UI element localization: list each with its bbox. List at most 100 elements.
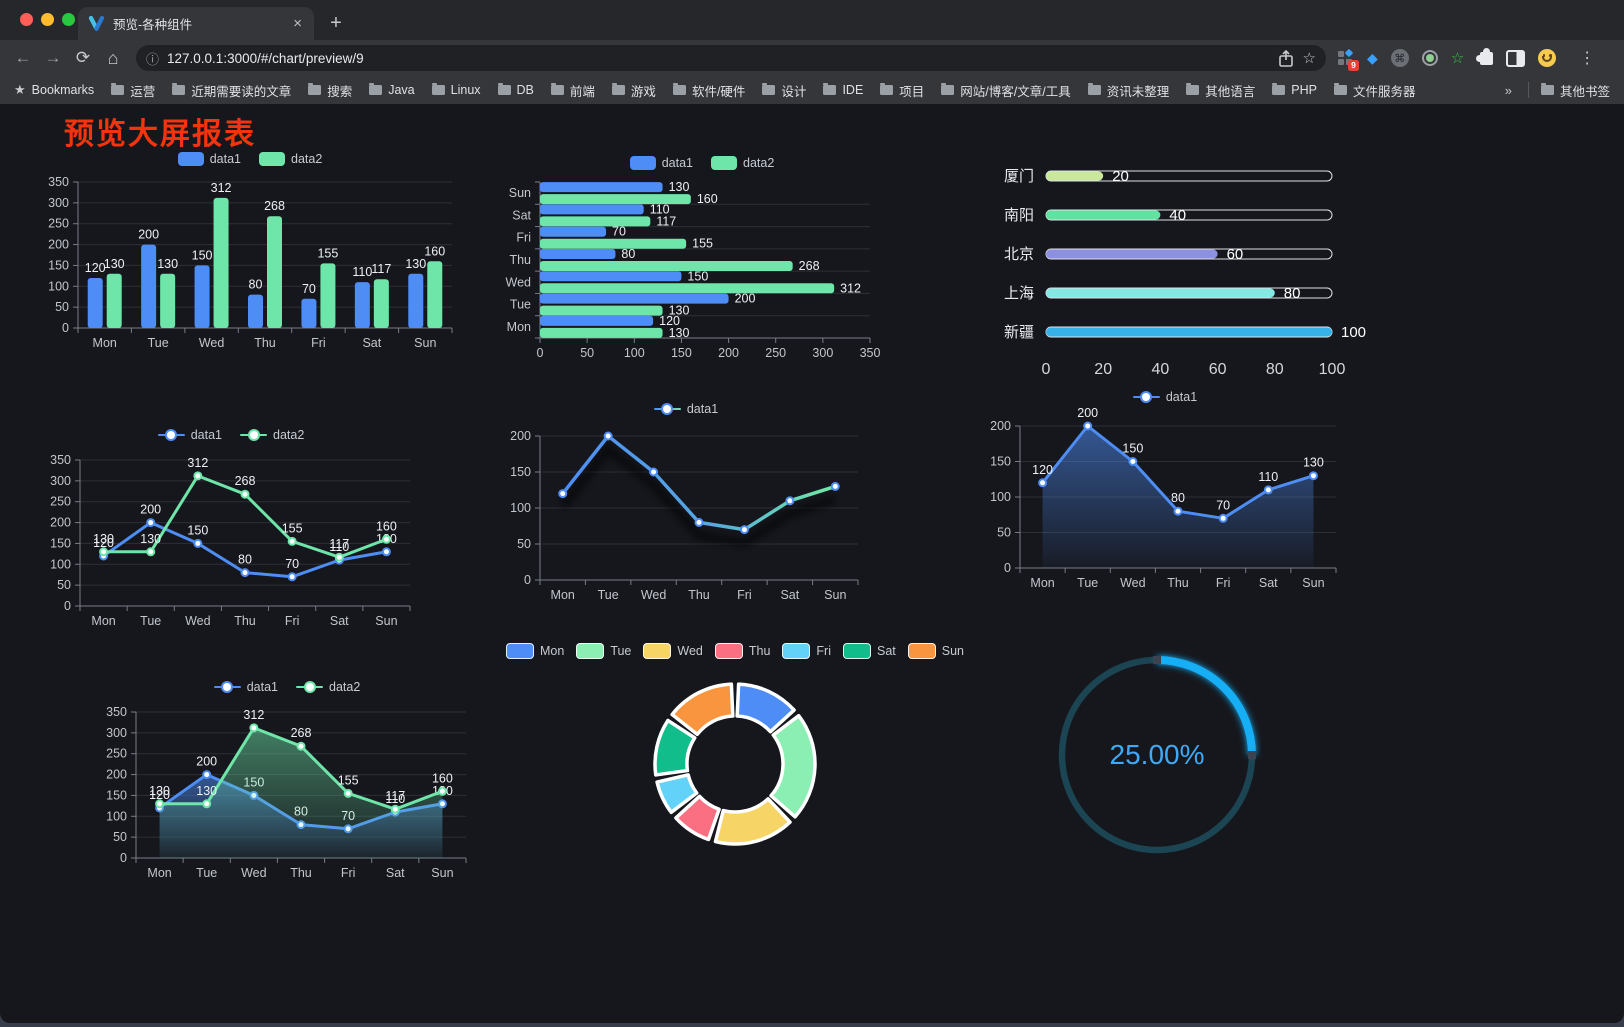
data-point[interactable] — [1173, 506, 1183, 516]
maximize-window-button[interactable] — [62, 13, 75, 26]
bookmark-item[interactable]: IDE — [823, 82, 863, 97]
command-extension-icon[interactable]: ⌘ — [1390, 49, 1409, 67]
data-point[interactable] — [296, 741, 306, 751]
reload-icon[interactable]: ⟳ — [75, 48, 91, 67]
donut-chart-canvas[interactable] — [550, 662, 920, 864]
pie-sector-mon[interactable] — [735, 682, 796, 734]
bar[interactable] — [540, 226, 606, 237]
pie-sector-wed[interactable] — [713, 797, 792, 846]
bar-chart-canvas[interactable]: 0 50 100 150 200 250 300 350 Mon Tue Wed Thu Fri Sat S… — [40, 170, 460, 362]
legend-item-data2[interactable]: data2 — [240, 428, 304, 442]
data-point[interactable] — [649, 467, 659, 477]
chart-progress-gauge[interactable]: 25.00% — [1052, 648, 1262, 860]
browser-menu-icon[interactable]: ⋮ — [1579, 50, 1596, 67]
bar[interactable] — [540, 216, 651, 227]
legend-item-mon[interactable]: Mon — [505, 643, 564, 659]
bookmark-item[interactable]: 运营 — [111, 81, 155, 100]
data-point[interactable] — [249, 723, 259, 733]
bar[interactable] — [141, 244, 157, 328]
chart-donut[interactable]: Mon Tue Wed Thu Fri Sat Sun — [505, 640, 964, 870]
data-point[interactable] — [1038, 478, 1048, 488]
data-point[interactable] — [146, 547, 156, 557]
bar[interactable] — [213, 197, 229, 328]
legend-item-wed[interactable]: Wed — [643, 643, 703, 659]
chart-line-two-series[interactable]: data1 data2 0 50 100 150 200 250 300 350 Mon Tue We… — [42, 424, 420, 638]
data-point[interactable] — [287, 536, 297, 546]
legend-item-thu[interactable]: Thu — [714, 643, 770, 659]
data-point[interactable] — [99, 547, 109, 557]
bookmark-item[interactable]: Linux — [431, 82, 481, 97]
data-point[interactable] — [694, 517, 704, 527]
chart-bar-vertical[interactable]: data1 data2 0 50 100 150 200 250 300 350 Mon Tue We… — [40, 148, 460, 362]
data-point[interactable] — [202, 770, 212, 780]
data-point[interactable] — [1308, 471, 1318, 481]
bar[interactable] — [354, 282, 370, 328]
data-point[interactable] — [381, 534, 391, 544]
bookmarks-overflow-icon[interactable]: » — [1504, 82, 1512, 98]
bar[interactable] — [87, 277, 103, 328]
extensions-puzzle-icon[interactable] — [1476, 47, 1494, 65]
legend-item-data1[interactable]: data1 — [1132, 390, 1197, 404]
bookmark-item[interactable]: 设计 — [762, 81, 806, 100]
bar[interactable] — [320, 263, 336, 328]
chart-bar-horizontal[interactable]: data1 data2 0 50 100 150 200 250 300 350 Mon 120 13… — [498, 152, 906, 366]
address-bar[interactable]: ⓘ 127.0.0.1:3000/#/chart/preview/9 ☆ — [136, 45, 1326, 71]
bookmark-item[interactable]: Java — [369, 82, 415, 97]
data-point[interactable] — [390, 804, 400, 814]
bar[interactable] — [106, 273, 122, 328]
pie-sector-sun[interactable] — [670, 682, 735, 737]
tab-manager-extension-icon[interactable]: 9 — [1338, 48, 1359, 71]
bookmark-item[interactable]: PHP — [1272, 82, 1317, 97]
green-star-extension-icon[interactable]: ☆ — [1450, 50, 1465, 67]
browser-tab[interactable]: 预览-各种组件 × — [78, 7, 314, 40]
legend-item-data1[interactable]: data1 — [213, 680, 278, 694]
data-point[interactable] — [240, 489, 250, 499]
data-point[interactable] — [603, 431, 613, 441]
data-point[interactable] — [155, 799, 165, 809]
bookmark-item[interactable]: 其他语言 — [1186, 81, 1255, 100]
data-point[interactable] — [343, 788, 353, 798]
pie-sector-thu[interactable] — [674, 794, 721, 842]
sidepanel-icon[interactable] — [1506, 49, 1526, 67]
data-point[interactable] — [334, 552, 344, 562]
data-point[interactable] — [240, 568, 250, 578]
bookmarks-star-icon[interactable]: ★ — [14, 82, 26, 97]
bar[interactable] — [540, 305, 663, 316]
legend-item-fri[interactable]: Fri — [782, 643, 831, 659]
legend-item-data2[interactable]: data2 — [296, 680, 360, 694]
bookmark-item[interactable]: 前端 — [550, 81, 595, 100]
data-point[interactable] — [202, 799, 212, 809]
share-icon[interactable] — [1278, 49, 1293, 67]
other-bookmarks-folder[interactable]: 其他书签 — [1540, 81, 1610, 100]
bar[interactable] — [408, 273, 424, 328]
data-point[interactable] — [1263, 485, 1273, 495]
data-point[interactable] — [558, 489, 568, 499]
area-chart-canvas[interactable]: 0 50 100 150 200 Mon Tue Wed Thu Fri Sat Sun 120 200 1… — [982, 408, 1348, 598]
legend-item-data2[interactable]: data2 — [259, 152, 322, 166]
chart-capsule-bars[interactable]: 厦门 20 南阳 40 北京 60 上海 80 新疆 100 0 20 40 60 80 100 — [992, 152, 1374, 388]
bookmark-item[interactable]: DB — [497, 82, 534, 97]
site-info-icon[interactable]: ⓘ — [146, 51, 160, 67]
forward-icon[interactable]: → — [44, 48, 62, 67]
chart-area-two-series[interactable]: data1 data2 0 50 100 150 200 250 300 350 Mon Tue We… — [98, 676, 476, 890]
bar[interactable] — [540, 249, 616, 259]
area-chart-canvas[interactable]: 0 50 100 150 200 250 300 350 Mon Tue Wed Thu Fri Sat S… — [98, 698, 476, 890]
bar[interactable] — [540, 327, 663, 338]
chart-area-single[interactable]: data1 0 50 100 150 200 Mon Tue Wed Thu Fri Sat Sun 1… — [982, 386, 1348, 598]
data-point[interactable] — [830, 481, 840, 491]
data-point[interactable] — [381, 547, 391, 557]
data-point[interactable] — [1083, 421, 1093, 431]
data-point[interactable] — [437, 786, 447, 796]
capsule-chart-canvas[interactable]: 厦门 20 南阳 40 北京 60 上海 80 新疆 100 0 20 40 60 80 100 — [992, 152, 1374, 388]
data-point[interactable] — [146, 518, 156, 528]
legend-item-data2[interactable]: data2 — [711, 156, 774, 170]
legend-item-data1[interactable]: data1 — [653, 402, 718, 416]
new-tab-button[interactable]: + — [330, 11, 342, 34]
gem-extension-icon[interactable]: ◆ — [1367, 49, 1378, 66]
gauge-canvas[interactable]: 25.00% — [1052, 648, 1262, 860]
bar[interactable] — [301, 298, 317, 328]
legend-item-data1[interactable]: data1 — [157, 428, 222, 442]
line-chart-canvas[interactable]: 0 50 100 150 200 Mon Tue Wed Thu Fri Sat Sun — [502, 420, 870, 612]
bar[interactable] — [160, 273, 176, 328]
